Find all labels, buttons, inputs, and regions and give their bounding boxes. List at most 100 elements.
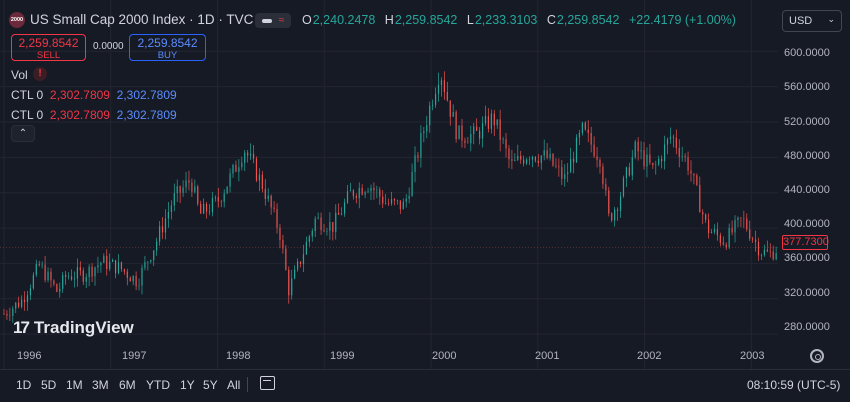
- warning-icon[interactable]: !: [33, 67, 47, 81]
- candle-body: [349, 190, 352, 192]
- candle-body: [649, 154, 651, 163]
- candle-body: [449, 100, 451, 117]
- sell-button[interactable]: 2,259.8542 SELL: [11, 34, 86, 61]
- range-1d[interactable]: 1D: [16, 378, 32, 392]
- candle-body: [6, 313, 8, 316]
- candle-body: [452, 112, 454, 117]
- symbol-title[interactable]: US Small Cap 2000 Index · 1D · TVC: [30, 12, 254, 27]
- buy-button[interactable]: 2,259.8542 BUY: [129, 34, 206, 61]
- candle-body: [578, 133, 581, 138]
- range-5y[interactable]: 5Y: [203, 378, 218, 392]
- candle-body: [505, 139, 507, 149]
- ohlc-low-key: L: [466, 13, 474, 27]
- candle-body: [106, 255, 108, 269]
- candle-body: [637, 141, 639, 152]
- visibility-toggle[interactable]: ≈: [255, 13, 291, 28]
- candle-body: [26, 295, 29, 302]
- candle-body: [590, 132, 592, 145]
- range-1m[interactable]: 1M: [66, 378, 83, 392]
- candle-body: [317, 217, 319, 219]
- candle-body: [364, 192, 366, 195]
- candle-body: [725, 244, 727, 248]
- candle-body: [194, 186, 196, 192]
- candle-body: [79, 267, 81, 271]
- time-axis-label: 2001: [535, 350, 560, 362]
- candle-body: [18, 302, 20, 307]
- candle-body: [754, 239, 757, 242]
- tradingview-watermark[interactable]: 17 TradingView: [13, 318, 134, 338]
- candle-body: [191, 182, 193, 192]
- toolbar-divider: [247, 377, 248, 392]
- candle-body: [467, 142, 469, 144]
- candle-body: [88, 266, 90, 278]
- candle-body: [461, 125, 463, 141]
- calendar-icon[interactable]: [260, 376, 275, 390]
- currency-select[interactable]: USD ⌄: [782, 10, 842, 32]
- candle-body: [294, 269, 296, 279]
- gear-icon[interactable]: [810, 349, 824, 363]
- candle-body: [666, 138, 669, 145]
- candle-body: [214, 197, 216, 199]
- candle-body: [173, 193, 175, 206]
- currency-label: USD: [789, 15, 813, 27]
- candle-body: [555, 165, 557, 167]
- candle-body: [675, 137, 677, 149]
- candle-body: [434, 93, 437, 105]
- chevron-down-icon: ⌄: [827, 14, 835, 24]
- tradingview-logo: 17: [13, 318, 30, 337]
- candle-body: [285, 248, 287, 270]
- candle-body: [335, 212, 337, 232]
- candle-body: [669, 136, 672, 139]
- candle-body: [117, 262, 120, 274]
- collapse-legend-button[interactable]: ⌃: [11, 125, 35, 142]
- range-6m[interactable]: 6M: [119, 378, 136, 392]
- candle-body: [311, 231, 313, 237]
- candle-body: [258, 174, 261, 181]
- candle-body: [593, 144, 595, 157]
- ctl-legend-row[interactable]: CTL 0 2,302.7809 2,302.7809: [11, 88, 177, 102]
- range-1y[interactable]: 1Y: [180, 378, 195, 392]
- candle-body: [279, 227, 281, 241]
- candle-body: [464, 140, 466, 143]
- candle-body: [584, 122, 586, 130]
- candle-body: [605, 184, 607, 191]
- range-5d[interactable]: 5D: [41, 378, 57, 392]
- candle-body: [446, 92, 448, 101]
- candle-body: [343, 202, 346, 214]
- candle-body: [170, 205, 172, 213]
- candle-body: [611, 213, 613, 221]
- range-3m[interactable]: 3M: [92, 378, 109, 392]
- candle-body: [220, 201, 222, 203]
- candle-body: [525, 159, 528, 164]
- candle-body: [229, 173, 231, 187]
- time-axis-label: 2000: [432, 350, 457, 362]
- candle-body: [367, 191, 369, 193]
- candle-body: [326, 230, 328, 232]
- candle-body: [282, 240, 284, 249]
- symbol-logo[interactable]: 2000: [9, 12, 25, 28]
- candle-body: [537, 160, 539, 163]
- ctl-label: CTL 0: [11, 88, 44, 102]
- price-axis-label: 280.0000: [784, 321, 830, 333]
- range-all[interactable]: All: [227, 378, 241, 392]
- candle-body: [305, 241, 307, 255]
- candle-body: [144, 262, 146, 268]
- ohlc-change: +22.4179 (+1.00%): [628, 13, 736, 27]
- candle-body: [549, 153, 551, 158]
- ohlc-open-value: 2,240.2478: [312, 13, 376, 27]
- tradingview-wordmark: TradingView: [33, 318, 134, 337]
- candle-body: [15, 302, 17, 309]
- candle-body: [490, 113, 492, 129]
- candle-body: [332, 222, 334, 232]
- candle-body: [470, 133, 472, 144]
- candle-body: [62, 275, 64, 289]
- volume-legend[interactable]: Vol: [11, 68, 28, 82]
- candle-body: [728, 227, 730, 248]
- ctl-red-value: 2,302.7809: [49, 88, 110, 102]
- ctl-legend-row[interactable]: CTL 0 2,302.7809 2,302.7809: [11, 108, 177, 122]
- clock-readout[interactable]: 08:10:59 (UTC-5): [747, 378, 841, 392]
- candle-body: [223, 193, 225, 202]
- range-ytd[interactable]: YTD: [146, 378, 170, 392]
- candle-body: [50, 271, 52, 281]
